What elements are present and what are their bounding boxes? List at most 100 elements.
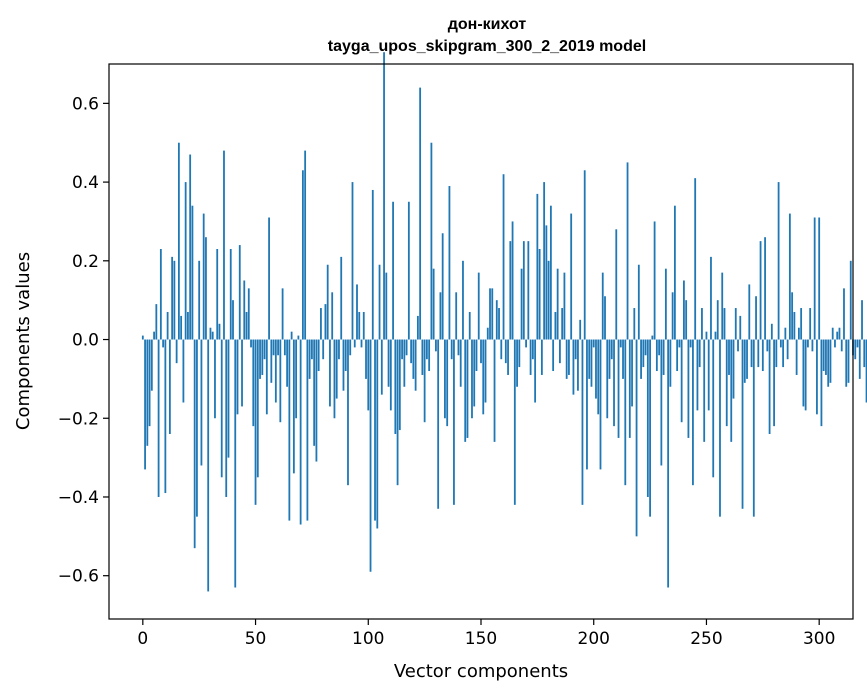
bar-297 — [811, 339, 814, 352]
bar-51 — [256, 339, 259, 478]
bar-144 — [466, 339, 469, 438]
bar-310 — [840, 339, 843, 352]
bar-73 — [306, 339, 309, 521]
bar-148 — [475, 339, 478, 372]
bar-4 — [150, 339, 153, 391]
bar-211 — [617, 339, 620, 438]
bar-212 — [619, 339, 622, 348]
bar-172 — [529, 339, 532, 375]
bar-133 — [441, 233, 444, 340]
bar-151 — [482, 339, 485, 415]
bar-162 — [507, 339, 509, 375]
bar-239 — [680, 339, 683, 423]
bar-274 — [759, 241, 762, 340]
bar-114 — [398, 339, 401, 431]
bar-238 — [678, 339, 681, 348]
bar-124 — [421, 339, 424, 375]
bar-200 — [592, 339, 595, 348]
bar-138 — [453, 339, 455, 505]
bar-260 — [728, 339, 730, 375]
bar-184 — [556, 268, 559, 340]
bar-225 — [649, 339, 651, 517]
bar-79 — [320, 308, 322, 340]
bar-256 — [719, 339, 721, 517]
bar-102 — [371, 189, 374, 340]
bar-213 — [622, 339, 624, 379]
bar-46 — [245, 311, 248, 340]
x-axis-label: Vector components — [394, 661, 568, 682]
bar-177 — [540, 339, 543, 375]
bar-287 — [788, 213, 791, 340]
bar-89 — [342, 339, 345, 391]
bar-219 — [635, 339, 638, 537]
bar-100 — [367, 339, 370, 411]
bar-32 — [214, 339, 216, 419]
bar-128 — [430, 142, 433, 340]
bar-18 — [182, 339, 185, 403]
bar-273 — [757, 339, 760, 368]
bar-304 — [827, 339, 830, 387]
bar-206 — [606, 339, 609, 419]
bar-86 — [335, 339, 338, 399]
bar-199 — [590, 339, 593, 387]
x-tick-label-200: 200 — [578, 629, 610, 649]
bar-216 — [628, 339, 631, 438]
bar-45 — [243, 280, 246, 340]
bar-234 — [669, 339, 672, 387]
bar-246 — [696, 339, 699, 411]
bar-35 — [220, 339, 223, 478]
bar-5 — [153, 331, 155, 340]
bar-126 — [425, 339, 428, 360]
bar-42 — [236, 339, 239, 415]
bar-38 — [227, 339, 230, 458]
x-tick-label-0: 0 — [137, 629, 148, 649]
bar-193 — [577, 339, 579, 391]
bar-72 — [304, 150, 307, 340]
y-tick-label-2: −0.2 — [58, 409, 99, 429]
bar-175 — [536, 193, 539, 340]
bar-290 — [795, 339, 798, 375]
bar-263 — [734, 308, 737, 340]
bar-134 — [444, 339, 446, 419]
bar-233 — [667, 339, 670, 588]
bar-245 — [694, 178, 697, 340]
bar-110 — [389, 339, 392, 411]
bar-37 — [225, 339, 228, 497]
x-tick-label-250: 250 — [690, 629, 722, 649]
bar-71 — [301, 170, 304, 340]
bar-280 — [773, 339, 775, 427]
bar-241 — [685, 300, 688, 340]
bar-93 — [351, 182, 354, 340]
bar-289 — [793, 311, 796, 340]
bar-139 — [455, 292, 458, 340]
bar-130 — [435, 339, 437, 352]
bar-171 — [527, 241, 530, 340]
bar-142 — [462, 260, 464, 340]
bar-11 — [166, 311, 169, 340]
bar-230 — [660, 339, 663, 466]
bar-40 — [232, 300, 234, 340]
x-tick-label-100: 100 — [352, 629, 384, 649]
bar-95 — [356, 284, 358, 340]
bar-265 — [739, 315, 742, 340]
x-axis-ticks: 0 50 100 150 200 250 300 — [137, 619, 835, 649]
bar-173 — [531, 339, 534, 360]
bar-166 — [516, 339, 518, 387]
bar-132 — [439, 292, 442, 340]
bar-192 — [574, 339, 577, 360]
bar-243 — [689, 339, 692, 348]
bar-61 — [279, 339, 282, 423]
bar-84 — [331, 292, 334, 340]
bar-66 — [290, 331, 293, 340]
bar-2 — [146, 339, 149, 446]
bar-292 — [800, 308, 803, 340]
bar-210 — [615, 229, 618, 340]
bar-261 — [730, 339, 733, 442]
bar-207 — [608, 339, 611, 379]
bar-55 — [265, 339, 268, 415]
bar-235 — [671, 292, 674, 340]
bar-129 — [432, 268, 435, 340]
bar-54 — [263, 339, 266, 360]
bar-217 — [631, 339, 633, 407]
bar-149 — [477, 272, 480, 340]
